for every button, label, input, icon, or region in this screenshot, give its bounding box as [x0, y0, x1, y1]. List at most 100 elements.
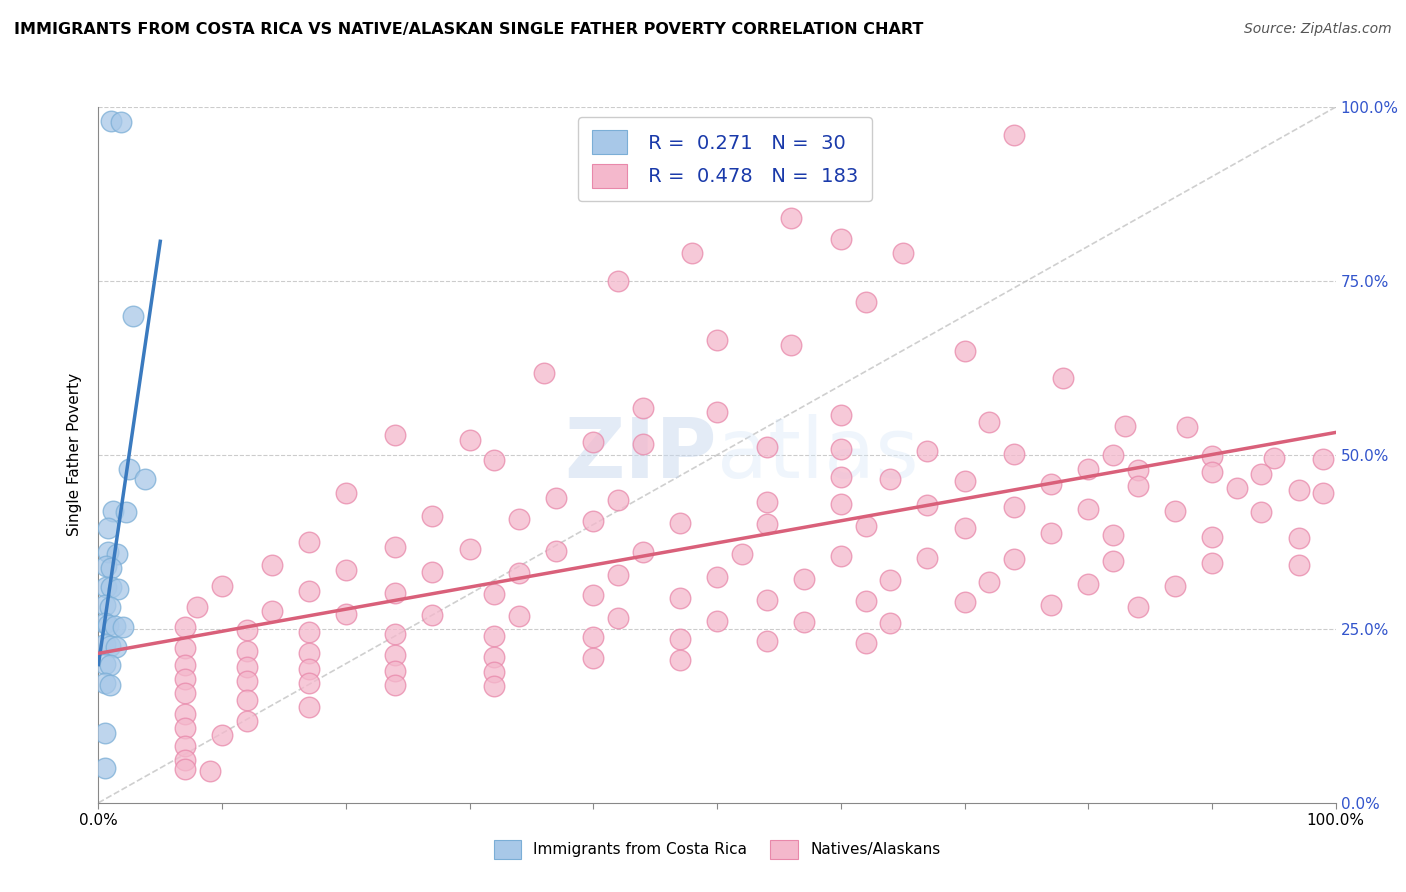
Point — [1288, 558, 1310, 572]
Point — [298, 662, 321, 676]
Point — [1002, 552, 1025, 566]
Point — [582, 589, 605, 603]
Point — [1175, 420, 1198, 434]
Point — [384, 627, 406, 641]
Point — [93, 637, 115, 651]
Point — [879, 472, 901, 486]
Point — [706, 614, 728, 628]
Point — [174, 658, 197, 673]
Point — [582, 514, 605, 528]
Point — [236, 714, 259, 728]
Point — [607, 567, 630, 582]
Point — [855, 594, 877, 608]
Point — [384, 677, 406, 691]
Point — [1077, 502, 1099, 516]
Point — [298, 646, 321, 660]
Point — [484, 587, 506, 601]
Point — [384, 648, 406, 663]
Point — [94, 580, 117, 594]
Point — [508, 566, 530, 581]
Point — [298, 625, 321, 640]
Point — [335, 563, 357, 577]
Point — [100, 560, 122, 574]
Point — [953, 343, 976, 358]
Point — [103, 503, 125, 517]
Point — [879, 573, 901, 587]
Point — [93, 761, 115, 775]
Point — [458, 433, 481, 447]
Point — [780, 338, 803, 352]
Point — [93, 598, 115, 612]
Point — [458, 541, 481, 556]
Text: Source: ZipAtlas.com: Source: ZipAtlas.com — [1244, 22, 1392, 37]
Point — [174, 763, 197, 777]
Point — [706, 570, 728, 584]
Point — [1077, 576, 1099, 591]
Point — [93, 657, 115, 671]
Point — [879, 616, 901, 631]
Point — [1102, 528, 1125, 542]
Point — [211, 579, 233, 593]
Point — [1288, 483, 1310, 497]
Point — [198, 764, 221, 779]
Point — [631, 545, 654, 559]
Point — [134, 472, 156, 486]
Point — [1102, 448, 1125, 462]
Point — [546, 544, 568, 558]
Point — [1226, 481, 1249, 495]
Point — [422, 607, 444, 622]
Point — [891, 246, 914, 260]
Point — [533, 366, 555, 380]
Point — [122, 309, 145, 323]
Point — [384, 540, 406, 554]
Point — [97, 521, 120, 535]
Point — [104, 640, 127, 654]
Point — [1263, 450, 1285, 465]
Point — [298, 699, 321, 714]
Point — [755, 440, 778, 454]
Point — [98, 677, 121, 691]
Point — [582, 435, 605, 450]
Point — [1040, 598, 1063, 612]
Point — [97, 617, 120, 632]
Point — [422, 565, 444, 579]
Point — [236, 660, 259, 674]
Point — [105, 547, 128, 561]
Point — [174, 686, 197, 700]
Point — [793, 615, 815, 629]
Point — [174, 739, 197, 753]
Legend: Immigrants from Costa Rica, Natives/Alaskans: Immigrants from Costa Rica, Natives/Alas… — [488, 834, 946, 864]
Point — [298, 535, 321, 549]
Point — [484, 453, 506, 467]
Point — [422, 509, 444, 524]
Point — [953, 475, 976, 489]
Point — [236, 674, 259, 689]
Point — [110, 115, 132, 129]
Point — [830, 470, 852, 484]
Point — [112, 620, 135, 634]
Point — [236, 644, 259, 658]
Point — [100, 114, 122, 128]
Point — [335, 486, 357, 500]
Point — [335, 607, 357, 621]
Point — [484, 679, 506, 693]
Point — [174, 620, 197, 634]
Point — [706, 333, 728, 347]
Point — [236, 693, 259, 707]
Point — [384, 585, 406, 599]
Point — [1312, 452, 1334, 467]
Point — [1164, 579, 1187, 593]
Point — [830, 408, 852, 422]
Point — [830, 442, 852, 457]
Point — [706, 405, 728, 419]
Point — [582, 651, 605, 665]
Point — [979, 574, 1001, 589]
Point — [384, 428, 406, 442]
Point — [93, 676, 115, 690]
Point — [260, 605, 283, 619]
Point — [1052, 371, 1074, 385]
Point — [103, 619, 125, 633]
Point — [236, 624, 259, 638]
Point — [1312, 486, 1334, 500]
Point — [1114, 418, 1136, 433]
